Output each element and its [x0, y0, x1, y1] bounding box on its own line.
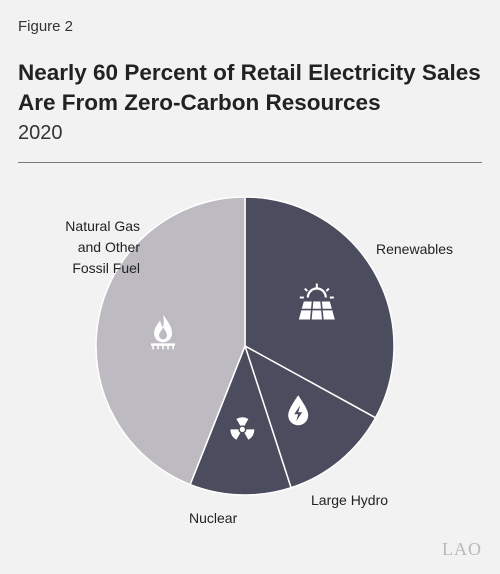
title-divider	[18, 162, 482, 163]
water-drop-bolt-icon	[288, 395, 309, 426]
label-natural-gas: Natural Gas and Other Fossil Fuel	[65, 218, 140, 276]
chart-title: Nearly 60 Percent of Retail Electricity …	[18, 60, 481, 115]
pie-slice-large-hydro	[243, 344, 377, 489]
radiation-icon	[230, 417, 255, 440]
figure-label: Figure 2	[18, 18, 74, 35]
label-nuclear: Nuclear	[189, 510, 238, 526]
lao-logo: LAO	[442, 539, 482, 559]
gas-flame-icon	[151, 314, 176, 350]
pie-slice-natural-gas	[95, 196, 246, 486]
label-renewables: Renewables	[376, 241, 454, 257]
solar-panel-icon	[298, 283, 335, 320]
chart-subtitle: 2020	[18, 122, 63, 144]
label-large-hydro: Large Hydro	[311, 492, 389, 508]
